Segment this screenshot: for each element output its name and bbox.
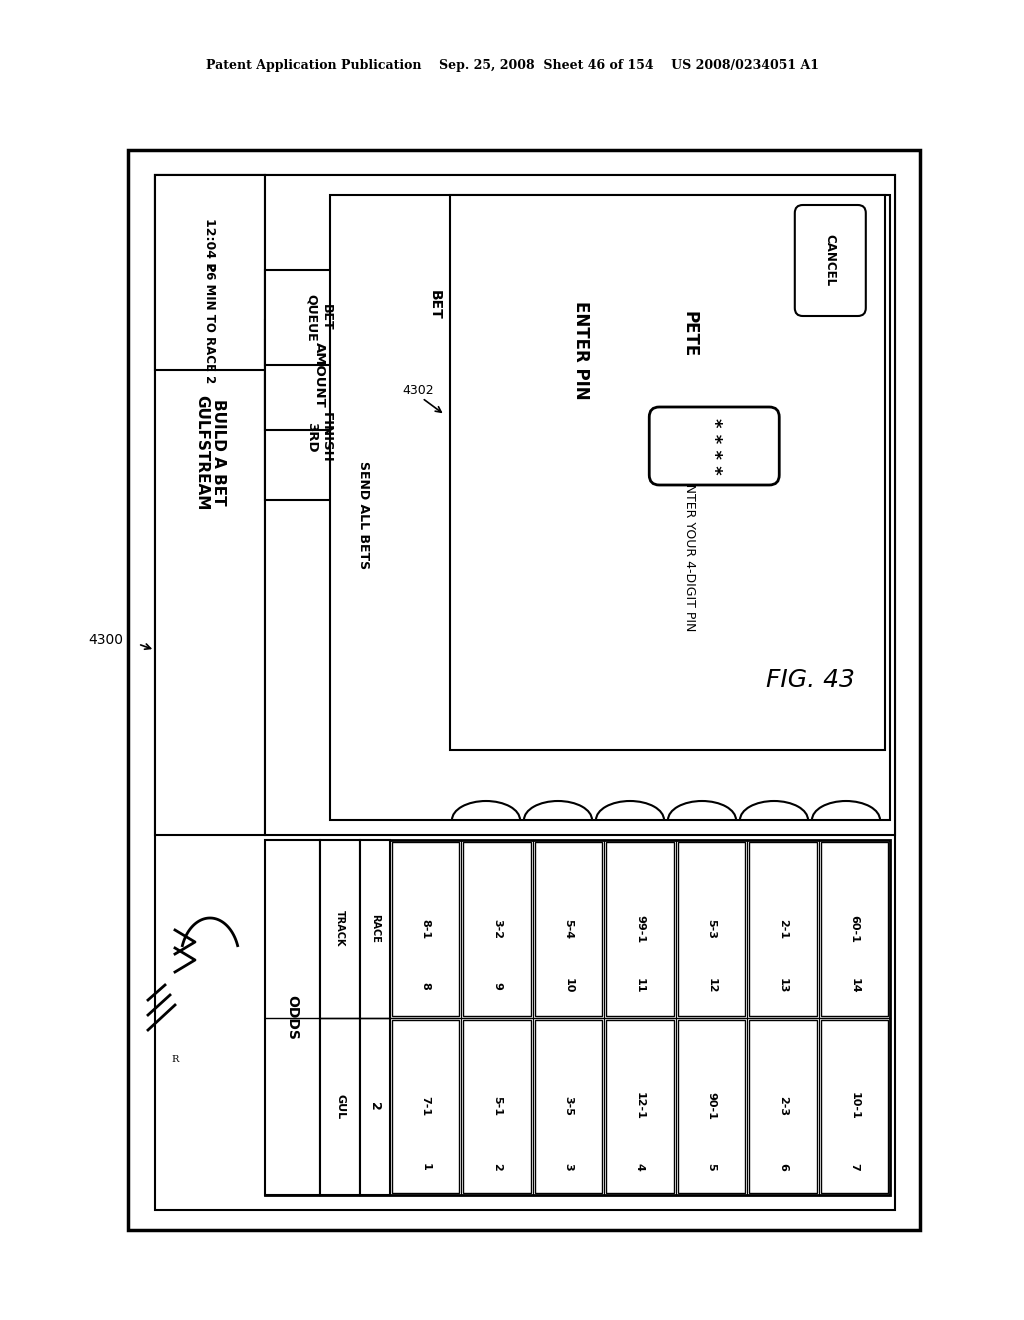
- Bar: [820, 842, 888, 1015]
- Text: CANCEL: CANCEL: [823, 235, 837, 286]
- Text: FINISH
3RD: FINISH 3RD: [305, 412, 333, 463]
- Bar: [265, 271, 373, 366]
- Text: 13: 13: [778, 978, 787, 993]
- Text: 8: 8: [421, 982, 431, 990]
- Text: 90-1: 90-1: [707, 1093, 717, 1121]
- Text: 7: 7: [849, 1163, 859, 1171]
- Bar: [464, 842, 530, 1015]
- Text: 3-2: 3-2: [493, 919, 502, 939]
- Text: BET
QUEUE: BET QUEUE: [305, 293, 333, 342]
- Text: 5-1: 5-1: [493, 1096, 502, 1117]
- Text: 99-1: 99-1: [635, 915, 645, 942]
- Bar: [392, 1019, 460, 1193]
- Bar: [155, 176, 895, 1210]
- Bar: [155, 176, 265, 836]
- Text: TRACK: TRACK: [335, 911, 345, 946]
- Text: 2-1: 2-1: [778, 919, 787, 939]
- Text: 10: 10: [563, 978, 573, 993]
- Bar: [678, 1019, 745, 1193]
- Bar: [330, 195, 890, 820]
- Bar: [265, 840, 319, 1195]
- Bar: [535, 1019, 602, 1193]
- Text: 14: 14: [849, 978, 859, 994]
- Text: 26 MIN TO RACE 2: 26 MIN TO RACE 2: [204, 263, 216, 383]
- Bar: [606, 842, 674, 1015]
- Text: 1: 1: [421, 1163, 431, 1171]
- Text: PLEASE ENTER YOUR 4-DIGIT PIN: PLEASE ENTER YOUR 4-DIGIT PIN: [683, 425, 695, 631]
- Bar: [678, 842, 745, 1015]
- Text: 2: 2: [493, 1163, 502, 1171]
- Text: 12-1: 12-1: [635, 1093, 645, 1121]
- Text: 60-1: 60-1: [849, 915, 859, 942]
- Text: 5-4: 5-4: [563, 919, 573, 939]
- FancyBboxPatch shape: [795, 205, 866, 315]
- Bar: [464, 1019, 530, 1193]
- Text: 5: 5: [707, 1163, 717, 1171]
- Bar: [265, 176, 895, 836]
- Text: 10-1: 10-1: [849, 1093, 859, 1121]
- Text: RACE: RACE: [370, 915, 380, 944]
- Text: 4302: 4302: [402, 384, 434, 396]
- Text: 5-3: 5-3: [707, 919, 717, 939]
- Bar: [450, 195, 885, 750]
- Text: FIG. 43: FIG. 43: [766, 668, 854, 692]
- Bar: [750, 842, 816, 1015]
- Text: 7-1: 7-1: [421, 1096, 431, 1117]
- Text: 4: 4: [635, 1163, 645, 1171]
- Text: BUILD A BET
GULFSTREAM: BUILD A BET GULFSTREAM: [194, 395, 226, 510]
- Text: 3: 3: [563, 1163, 573, 1171]
- Bar: [820, 1019, 888, 1193]
- Circle shape: [164, 1049, 186, 1071]
- Text: ENTER PIN: ENTER PIN: [571, 301, 590, 400]
- Text: PETE: PETE: [680, 310, 698, 356]
- Bar: [360, 840, 390, 1195]
- Bar: [319, 840, 360, 1195]
- Text: AMOUNT: AMOUNT: [312, 342, 326, 408]
- Text: 3-5: 3-5: [563, 1097, 573, 1117]
- Bar: [128, 150, 920, 1230]
- Text: ODDS: ODDS: [286, 995, 299, 1040]
- Bar: [392, 842, 460, 1015]
- Bar: [265, 319, 373, 430]
- Bar: [535, 842, 602, 1015]
- Text: 11: 11: [635, 978, 645, 993]
- Text: 12:04 P: 12:04 P: [204, 218, 216, 272]
- Text: BET: BET: [428, 290, 442, 319]
- Text: 2-3: 2-3: [778, 1096, 787, 1117]
- Text: 2: 2: [369, 1102, 382, 1110]
- Text: 9: 9: [493, 982, 502, 990]
- Text: R: R: [171, 1056, 178, 1064]
- Bar: [606, 1019, 674, 1193]
- Text: 12: 12: [707, 978, 717, 993]
- Text: 8-1: 8-1: [421, 919, 431, 939]
- Bar: [265, 840, 890, 1195]
- Text: Patent Application Publication    Sep. 25, 2008  Sheet 46 of 154    US 2008/0234: Patent Application Publication Sep. 25, …: [206, 58, 818, 71]
- Bar: [155, 176, 265, 370]
- FancyBboxPatch shape: [649, 407, 779, 484]
- Text: SEND ALL BETS: SEND ALL BETS: [356, 461, 370, 569]
- Text: GUL: GUL: [335, 1094, 345, 1119]
- Text: 4300: 4300: [88, 634, 123, 647]
- Text: 6: 6: [778, 1163, 787, 1171]
- Bar: [265, 375, 373, 500]
- Bar: [750, 1019, 816, 1193]
- Text: * * * *: * * * *: [706, 417, 723, 474]
